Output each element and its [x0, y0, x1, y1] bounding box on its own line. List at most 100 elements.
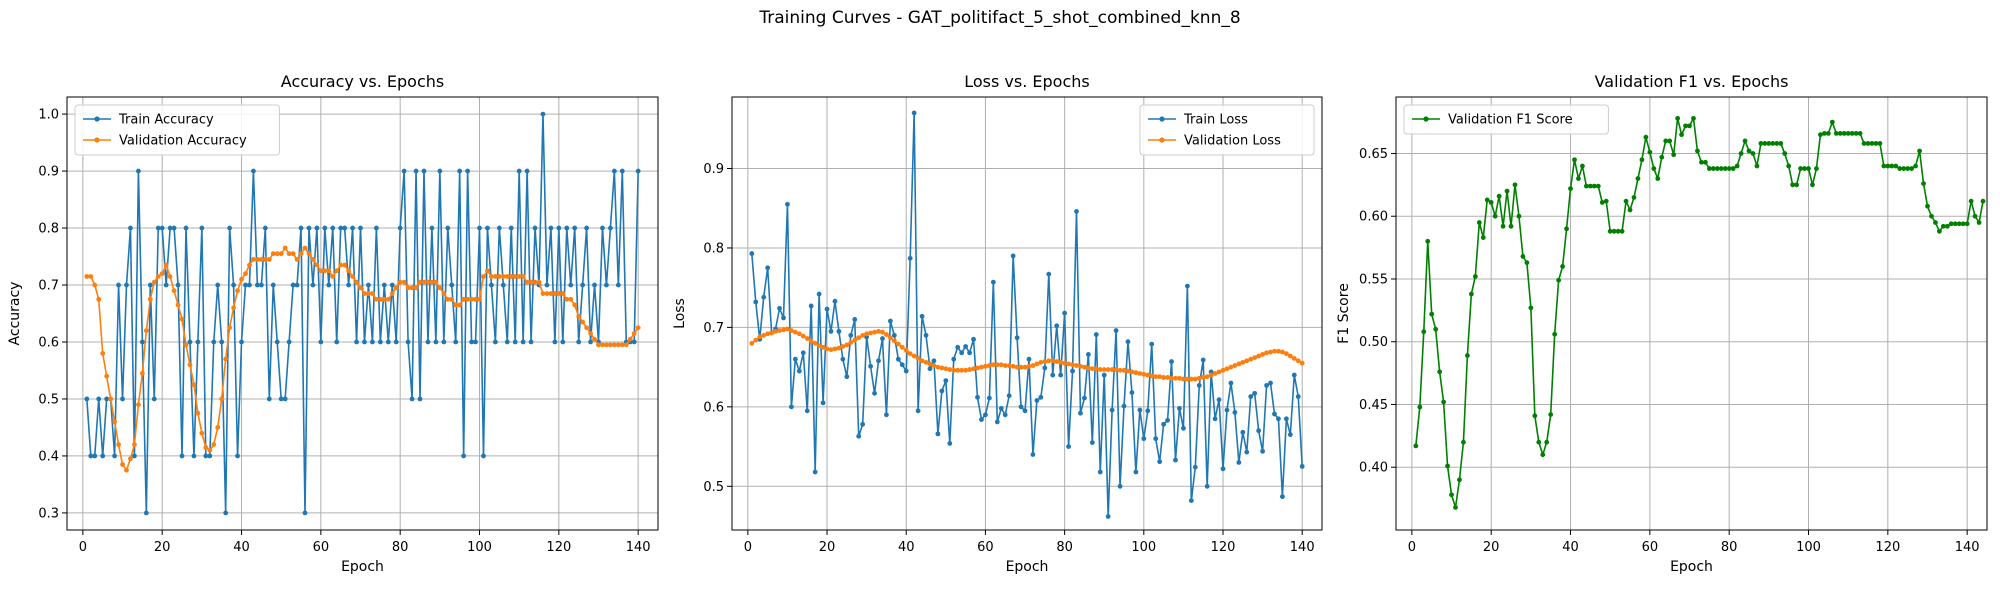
data-point: [441, 339, 447, 345]
data-point: [864, 331, 870, 337]
data-point: [270, 282, 276, 288]
data-point: [385, 339, 391, 345]
data-point: [611, 342, 617, 348]
data-point: [417, 396, 423, 402]
data-point: [1192, 376, 1198, 382]
x-tick-label: 60: [1642, 540, 1659, 555]
legend-label: Validation Accuracy: [119, 134, 247, 149]
data-point: [907, 351, 913, 357]
data-point: [1264, 350, 1269, 356]
data-point: [1216, 397, 1222, 403]
data-point: [1232, 363, 1238, 368]
data-point: [1101, 367, 1107, 372]
data-point: [1018, 404, 1024, 410]
data-point: [1445, 463, 1450, 469]
data-point: [1038, 359, 1044, 365]
data-point: [243, 282, 248, 288]
data-point: [251, 256, 256, 262]
data-point: [1877, 141, 1883, 146]
data-point: [1248, 356, 1254, 362]
data-point: [1615, 228, 1621, 234]
data-point: [1010, 363, 1016, 369]
data-point: [1006, 363, 1012, 368]
data-point: [963, 367, 969, 373]
x-tick-label: 140: [1955, 540, 1980, 555]
data-point: [346, 268, 352, 274]
data-point: [959, 350, 965, 356]
data-point: [1272, 411, 1277, 417]
data-point: [804, 336, 810, 341]
data-point: [389, 291, 395, 296]
axes-frame: [66, 96, 659, 531]
data-point: [84, 396, 90, 402]
data-point: [548, 225, 554, 231]
data-point: [254, 256, 260, 262]
data-point: [840, 356, 846, 362]
data-point: [1699, 159, 1704, 165]
data-point: [1196, 375, 1202, 381]
data-point: [1837, 131, 1843, 136]
data-point: [540, 111, 546, 117]
data-point: [631, 331, 637, 336]
data-point: [449, 282, 455, 288]
data-point: [251, 168, 256, 174]
data-point: [167, 274, 173, 279]
data-point: [187, 362, 193, 368]
data-point: [1220, 367, 1226, 373]
data-point: [1006, 393, 1012, 399]
data-point: [1169, 375, 1174, 381]
data-point: [903, 348, 909, 353]
data-point: [219, 339, 225, 345]
data-point: [800, 333, 806, 339]
data-point: [631, 339, 637, 345]
data-point: [880, 336, 885, 341]
data-point: [314, 225, 320, 231]
data-point: [524, 279, 530, 285]
data-point: [576, 339, 582, 345]
chart-panel-2: 0 20 40 60 80 100 120 140 0.5 0.6 0.7 0.8 0.9 Loss vs…: [672, 72, 1323, 575]
data-point: [604, 282, 609, 288]
data-point: [425, 279, 431, 285]
data-point: [804, 408, 810, 414]
y-tick-label: 0.6: [38, 335, 59, 350]
y-axis-label: Loss: [672, 298, 688, 329]
data-point: [1726, 166, 1732, 171]
data-point: [623, 342, 629, 348]
data-point: [1280, 494, 1285, 500]
data-point: [377, 339, 383, 345]
data-point: [1480, 235, 1486, 240]
y-tick-label: 0.7: [703, 321, 724, 336]
y-tick-label: 0.6: [703, 400, 724, 415]
data-point: [1200, 375, 1206, 380]
data-point: [955, 344, 961, 350]
data-point: [994, 362, 1000, 368]
data-point: [1216, 369, 1222, 375]
data-point: [437, 285, 443, 291]
data-point: [1754, 163, 1760, 169]
data-point: [828, 328, 834, 334]
data-point: [290, 251, 296, 257]
data-point: [437, 168, 443, 174]
data-point: [1532, 413, 1538, 419]
data-point: [1667, 138, 1673, 144]
data-point: [848, 340, 854, 345]
data-point: [1200, 357, 1206, 363]
legend: Validation F1 Score: [1403, 104, 1609, 135]
data-point: [1161, 375, 1167, 380]
data-point: [1105, 367, 1111, 372]
data-point: [895, 356, 901, 362]
data-point: [1679, 132, 1684, 138]
data-point: [1161, 421, 1167, 427]
data-point: [1738, 151, 1744, 156]
data-point: [461, 296, 467, 302]
data-point: [207, 453, 213, 459]
data-point: [1022, 408, 1028, 414]
data-point: [163, 282, 169, 288]
data-point: [816, 343, 822, 349]
data-point: [816, 291, 822, 297]
data-point: [1299, 464, 1305, 469]
data-point: [235, 288, 240, 294]
data-point: [1980, 198, 1986, 204]
data-point: [1619, 228, 1625, 234]
